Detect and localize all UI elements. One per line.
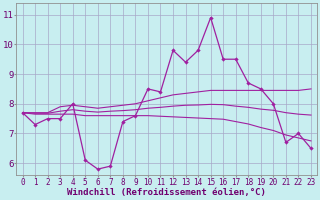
X-axis label: Windchill (Refroidissement éolien,°C): Windchill (Refroidissement éolien,°C) [67, 188, 266, 197]
